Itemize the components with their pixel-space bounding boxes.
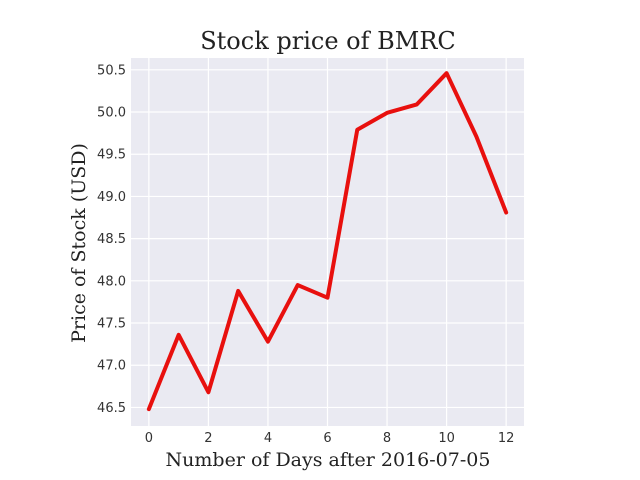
y-tick-label: 49.0 (97, 190, 126, 205)
x-tick-label: 8 (383, 431, 391, 446)
x-tick-label: 0 (145, 431, 153, 446)
x-tick-label: 12 (498, 431, 515, 446)
y-tick-label: 48.5 (97, 232, 126, 247)
grid (131, 58, 524, 426)
y-tick-label: 50.0 (97, 106, 126, 121)
data-point (356, 129, 358, 131)
data-point (297, 284, 299, 286)
y-tick-label: 49.5 (97, 148, 126, 163)
data-point (327, 297, 328, 299)
data-point (178, 334, 180, 336)
chart-title: Stock price of BMRC (200, 27, 456, 55)
y-tick-labels: 46.5 47.0 47.5 48.0 48.5 49.0 49.5 50.0 50.5 (97, 63, 126, 416)
x-tick-label: 4 (264, 431, 272, 446)
y-tick-label: 46.5 (97, 401, 126, 416)
data-point (386, 112, 388, 114)
data-points (148, 72, 507, 410)
x-tick-labels: 0 2 4 6 8 10 12 (145, 431, 515, 446)
data-point (267, 341, 269, 343)
y-tick-label: 50.5 (97, 63, 126, 78)
data-point (505, 211, 507, 213)
x-tick-label: 10 (438, 431, 455, 446)
data-point (237, 290, 239, 292)
x-tick-label: 6 (323, 431, 331, 446)
y-tick-label: 48.0 (97, 274, 126, 289)
y-tick-label: 47.0 (97, 359, 126, 374)
data-point (416, 103, 418, 105)
data-point (148, 408, 150, 410)
y-axis-label: Price of Stock (USD) (68, 143, 90, 343)
x-tick-label: 2 (204, 431, 212, 446)
data-point (446, 72, 448, 74)
data-point (475, 135, 477, 137)
data-point (207, 391, 209, 393)
x-axis-label: Number of Days after 2016-07-05 (166, 449, 491, 471)
y-tick-label: 47.5 (97, 317, 126, 332)
